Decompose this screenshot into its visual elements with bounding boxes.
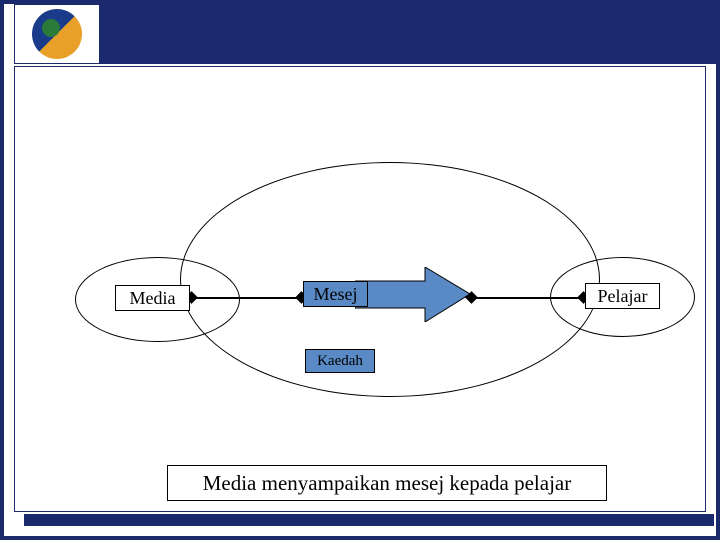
title-bar xyxy=(100,4,716,64)
node-kaedah: Kaedah xyxy=(305,349,375,373)
node-pelajar: Pelajar xyxy=(585,283,660,309)
node-label: Media xyxy=(130,288,176,309)
node-mesej: Mesej xyxy=(303,281,368,307)
footer-shadow xyxy=(24,514,714,526)
logo-container xyxy=(14,4,100,64)
node-label: Kaedah xyxy=(317,353,363,370)
node-label: Pelajar xyxy=(598,286,648,307)
node-media: Media xyxy=(115,285,190,311)
connector-right xyxy=(470,297,585,299)
caption: Media menyampaikan mesej kepada pelajar xyxy=(167,465,607,501)
node-label: Mesej xyxy=(314,284,358,305)
caption-text: Media menyampaikan mesej kepada pelajar xyxy=(203,471,572,496)
connector-left xyxy=(190,297,303,299)
arrow-icon xyxy=(355,267,470,322)
logo-icon xyxy=(32,9,82,59)
content-panel: Media Mesej Kaedah Pelajar Media menyamp… xyxy=(14,66,706,512)
